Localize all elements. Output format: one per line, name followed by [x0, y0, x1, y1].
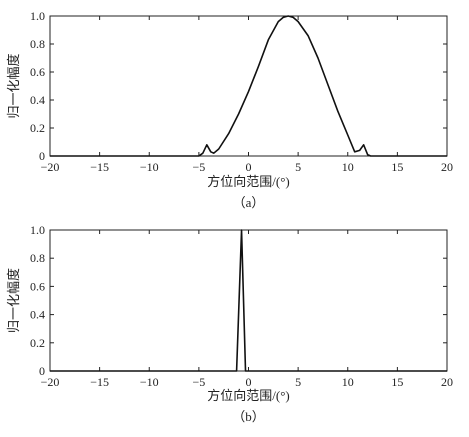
- y-tick-label-a: 0.2: [30, 121, 45, 135]
- x-tick-label-a: 10: [342, 160, 354, 174]
- caption-b: （b）: [232, 409, 265, 424]
- x-tick-label-a: 0: [246, 160, 252, 174]
- y-tick-label-a: 1.0: [30, 9, 45, 23]
- x-tick-label-a: −10: [140, 160, 159, 174]
- chart-b: −20 −15 −10 −5 0 5 10 15 20 0 0.2 0.4 0.6 0.8 1.0 方位向范围…: [6, 223, 453, 424]
- caption-a: （a）: [233, 195, 265, 210]
- y-axis-label-b: 归一化幅度: [6, 268, 21, 333]
- y-tick-label-a: 0.6: [30, 65, 45, 79]
- x-tick-label-a: −20: [41, 160, 60, 174]
- x-tick-label-b: −15: [90, 375, 109, 389]
- plot-frame-b: [49, 229, 448, 372]
- x-tick-label-a: −5: [192, 160, 205, 174]
- y-tick-label-a: 0.4: [30, 93, 45, 107]
- x-tick-label-b: 5: [295, 375, 301, 389]
- x-tick-label-a: 5: [295, 160, 301, 174]
- y-tick-label-b: 0.4: [30, 308, 45, 322]
- x-tick-label-b: −10: [140, 375, 159, 389]
- y-tick-label-b: 0.8: [30, 251, 45, 265]
- x-axis-label-b: 方位向范围/(°): [207, 388, 289, 403]
- x-tick-label-a: 20: [441, 160, 453, 174]
- y-axis-label-a: 归一化幅度: [6, 53, 21, 118]
- y-tick-label-a: 0: [39, 149, 45, 163]
- x-tick-label-b: 20: [441, 375, 453, 389]
- plot-frame-a: [49, 15, 448, 157]
- x-axis-label-a: 方位向范围/(°): [207, 174, 289, 189]
- x-tick-label-b: −5: [192, 375, 205, 389]
- x-tick-label-a: 15: [391, 160, 403, 174]
- chart-a: −20 −15 −10 −5 0 5 10 15 20 0 0.2 0.4 0.6 0.8 1.0 方位向范围…: [6, 9, 453, 210]
- series-line-b: [50, 229, 447, 372]
- series-line-a: [50, 15, 447, 157]
- y-tick-label-b: 1.0: [30, 223, 45, 237]
- y-tick-label-b: 0.6: [30, 279, 45, 293]
- x-tick-label-b: 0: [246, 375, 252, 389]
- y-tick-label-b: 0: [39, 364, 45, 378]
- x-tick-label-b: −20: [41, 375, 60, 389]
- y-tick-label-a: 0.8: [30, 37, 45, 51]
- y-tick-label-b: 0.2: [30, 336, 45, 350]
- x-tick-label-a: −15: [90, 160, 109, 174]
- x-tick-label-b: 10: [342, 375, 354, 389]
- x-tick-label-b: 15: [391, 375, 403, 389]
